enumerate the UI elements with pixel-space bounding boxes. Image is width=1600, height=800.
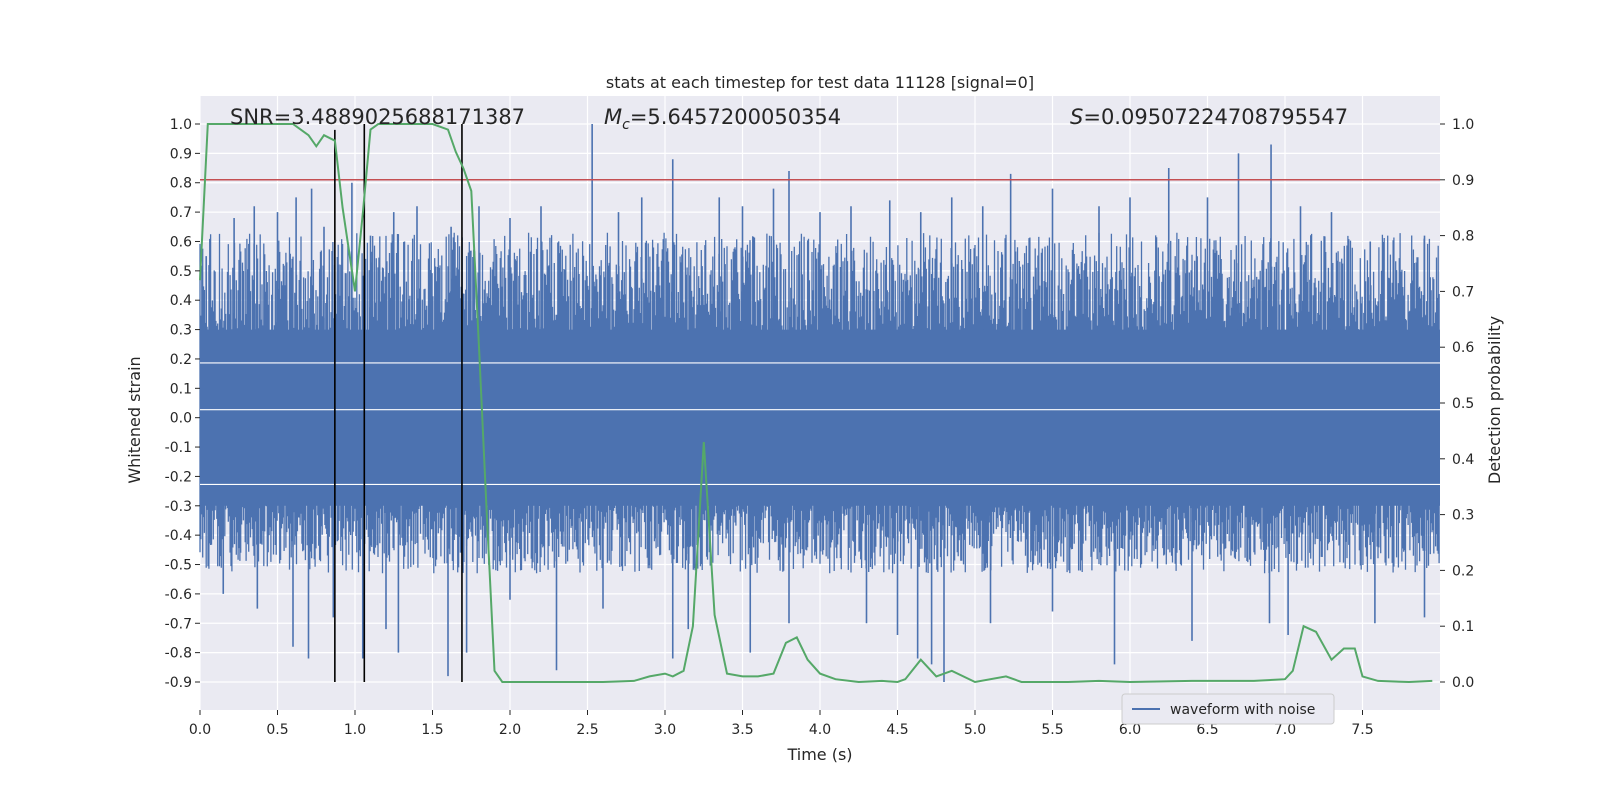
y2-ticks: 1.0 0.9 0.8 0.7 0.6 0.5 0.4 0.3 0.2 0.1 0.0 <box>1440 117 1474 691</box>
x-axis-label: Time (s) <box>786 745 852 764</box>
x-tick-label: 1.0 <box>344 722 366 738</box>
y-tick-label: -0.5 <box>165 558 192 574</box>
y-tick-label: -0.8 <box>165 646 192 662</box>
y2-tick-label: 0.4 <box>1452 452 1474 468</box>
y-tick-label: -0.6 <box>165 587 192 603</box>
y-tick-label: 0.8 <box>170 176 192 192</box>
y2-tick-label: 0.1 <box>1452 619 1474 635</box>
chart-title: stats at each timestep for test data 111… <box>606 73 1034 92</box>
y-tick-label: 0.1 <box>170 381 192 397</box>
snr-annotation: SNR=3.4889025688171387 <box>230 105 525 129</box>
y2-tick-label: 0.8 <box>1452 229 1474 245</box>
series-detection-probability <box>199 123 1433 684</box>
s-symbol: S <box>1070 105 1083 129</box>
x-tick-label: 2.0 <box>499 722 521 738</box>
y-tick-label: -0.9 <box>165 675 192 691</box>
y2-tick-label: 1.0 <box>1452 117 1474 133</box>
y-tick-label: -0.1 <box>165 440 192 456</box>
y2-tick-label: 0.3 <box>1452 508 1474 524</box>
y-tick-label: 0.7 <box>170 205 192 221</box>
y2-tick-label: 0.7 <box>1452 284 1474 300</box>
x-tick-label: 2.5 <box>576 722 598 738</box>
y-tick-label: 0.5 <box>170 264 192 280</box>
mc-annotation: Mc=5.6457200050354 <box>604 105 841 133</box>
y2-tick-label: 0.9 <box>1452 173 1474 189</box>
x-tick-label: 3.5 <box>731 722 753 738</box>
y2-tick-label: 0.5 <box>1452 396 1474 412</box>
s-annotation: S=0.09507224708795547 <box>1070 105 1348 129</box>
x-tick-label: 5.5 <box>1041 722 1063 738</box>
y-tick-label: 0.2 <box>170 352 192 368</box>
mc-value: =5.6457200050354 <box>630 105 841 129</box>
legend-box <box>1121 693 1335 725</box>
y-tick-label: -0.3 <box>165 499 192 515</box>
x-tick-label: 0.5 <box>266 722 288 738</box>
y2-tick-label: 0.0 <box>1452 675 1474 691</box>
x-tick-label: 0.0 <box>189 722 211 738</box>
y-tick-label: -0.4 <box>165 528 192 544</box>
y-ticks: 1.0 0.9 0.8 0.7 0.6 0.5 0.4 0.3 0.2 0.1 0.0 -0.1 -0.… <box>165 117 200 691</box>
mc-subscript: c <box>622 117 630 133</box>
legend-label: waveform with noise <box>1170 702 1315 718</box>
x-tick-label: 6.0 <box>1119 722 1141 738</box>
y-tick-label: 1.0 <box>170 117 192 133</box>
y2-tick-label: 0.6 <box>1452 340 1474 356</box>
mc-symbol: M <box>604 105 622 129</box>
x-tick-label: 1.5 <box>421 722 443 738</box>
y-tick-label: 0.3 <box>170 323 192 339</box>
legend: waveform with noise <box>1121 693 1335 725</box>
x-tick-label: 7.5 <box>1351 722 1373 738</box>
x-tick-label: 7.0 <box>1274 722 1296 738</box>
y-tick-label: 0.0 <box>170 411 192 427</box>
vertical-markers <box>334 124 463 682</box>
x-tick-label: 6.5 <box>1196 722 1218 738</box>
y-tick-label: 0.6 <box>170 234 192 250</box>
y-axis-label: Whitened strain <box>125 356 144 483</box>
y2-tick-label: 0.2 <box>1452 563 1474 579</box>
y2-axis-label: Detection probability <box>1485 316 1504 484</box>
y-tick-label: 0.9 <box>170 146 192 162</box>
x-tick-label: 5.0 <box>964 722 986 738</box>
x-tick-label: 4.5 <box>886 722 908 738</box>
series-waveform-with-noise <box>199 124 1440 682</box>
y-tick-label: 0.4 <box>170 293 192 309</box>
y-tick-label: -0.7 <box>165 616 192 632</box>
x-ticks: 0.0 0.5 1.0 1.5 2.0 2.5 3.0 3.5 4.0 4.5 5.0 5.5 6.0 6… <box>189 710 1374 738</box>
s-value: =0.09507224708795547 <box>1083 105 1348 129</box>
x-tick-label: 3.0 <box>654 722 676 738</box>
y-tick-label: -0.2 <box>165 469 192 485</box>
x-tick-label: 4.0 <box>809 722 831 738</box>
